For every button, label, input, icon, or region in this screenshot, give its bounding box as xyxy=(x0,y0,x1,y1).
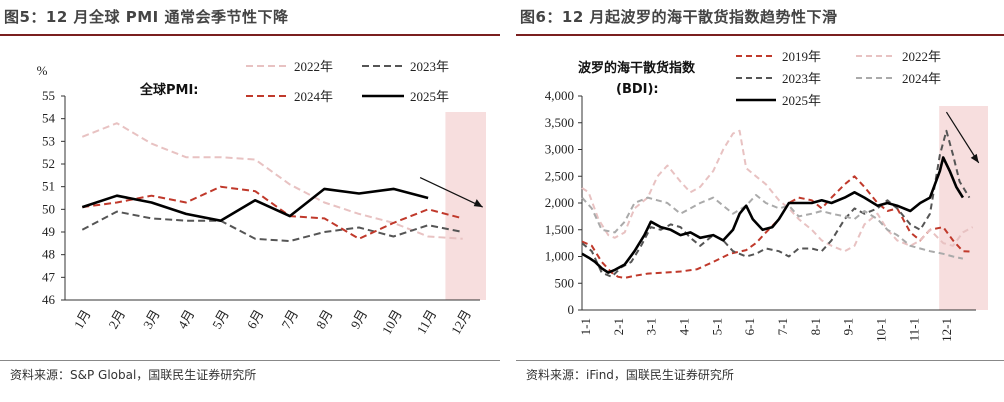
y-tick-label: 4,000 xyxy=(545,88,574,103)
series-line-2023年 xyxy=(81,210,463,243)
x-tick-label: 6-1 xyxy=(742,318,757,335)
y-tick-label: 53 xyxy=(42,133,55,148)
x-tick-label: 3月 xyxy=(140,307,163,331)
left-pmi-chart: 46 47 48 49 50 51 52 53 54 55% 1月 2月 3月 4月 5月 6月 7月 8月 9月 1… xyxy=(37,59,486,337)
x-tick-label: 4月 xyxy=(175,307,198,331)
trend-arrow-head xyxy=(970,153,979,163)
legend-label-2022年: 2022年 xyxy=(294,59,333,74)
y-tick-label: 500 xyxy=(555,275,575,290)
left-figure-panel: 图5：12 月全球 PMI 通常会季节性下降 46 47 48 49 50 51 52 53 5… xyxy=(0,0,500,402)
series-line-2022年 xyxy=(581,129,974,253)
right-figure-panel: 图6：12 月起波罗的海干散货指数趋势性下滑 0 500 1,000 1,500 2,0… xyxy=(516,0,1004,402)
right-bdi-chart: 0 500 1,000 1,500 2,000 2,500 3,000 3,500 4,000 1… xyxy=(545,49,988,342)
y-unit-label: % xyxy=(37,63,48,78)
right-source-note: 资料来源：iFind，国联民生证券研究所 xyxy=(526,368,734,382)
series-line-2022年 xyxy=(81,122,463,240)
x-tick-label: 8月 xyxy=(313,307,336,331)
legend-label-2025年: 2025年 xyxy=(410,89,449,104)
x-tick-label: 9月 xyxy=(347,307,370,331)
y-tick-label: 0 xyxy=(568,302,575,317)
x-tick-label: 11月 xyxy=(414,307,440,337)
left-title-rule xyxy=(0,34,500,36)
legend-label-2023年: 2023年 xyxy=(410,59,449,74)
series-line-2024年 xyxy=(581,194,964,260)
legend-label-2023年: 2023年 xyxy=(782,71,821,86)
y-tick-label: 47 xyxy=(42,269,56,284)
x-tick-label: 7月 xyxy=(278,307,301,331)
trend-arrow-head xyxy=(473,199,483,208)
legend-label-2025年: 2025年 xyxy=(782,93,821,108)
y-tick-label: 49 xyxy=(42,224,55,239)
x-tick-label: 6月 xyxy=(244,307,267,331)
series-line-2024年 xyxy=(82,185,463,240)
chart-annotation-title-line1: 波罗的海干散货指数 xyxy=(578,60,696,76)
y-tick-label: 3,000 xyxy=(545,142,574,157)
y-tick-label: 46 xyxy=(42,292,56,307)
left-source-note: 资料来源：S&P Global，国联民生证券研究所 xyxy=(10,368,257,382)
y-tick-label: 52 xyxy=(42,156,55,171)
x-tick-label: 10-1 xyxy=(874,318,889,342)
x-tick-label: 1-1 xyxy=(578,318,593,335)
series-line-2025年 xyxy=(581,156,965,274)
x-tick-label: 8-1 xyxy=(808,318,823,335)
right-figure-title: 图6：12 月起波罗的海干散货指数趋势性下滑 xyxy=(520,8,838,26)
y-tick-label: 51 xyxy=(42,179,55,194)
series-line-2025年 xyxy=(81,187,429,222)
y-tick-label: 2,000 xyxy=(545,195,574,210)
x-tick-label: 12月 xyxy=(448,307,474,337)
series-line-2019年 xyxy=(581,175,973,279)
y-tick-label: 3,500 xyxy=(545,115,574,130)
y-tick-label: 1,000 xyxy=(545,249,574,264)
left-source-rule xyxy=(0,360,500,361)
chart-annotation-title-line2: (BDI): xyxy=(616,82,659,97)
legend-label-2024年: 2024年 xyxy=(294,89,333,104)
x-tick-label: 2月 xyxy=(105,307,128,331)
x-tick-label: 10月 xyxy=(379,307,405,337)
x-tick-label: 1月 xyxy=(71,307,94,331)
y-tick-label: 2,500 xyxy=(545,168,574,183)
y-tick-label: 54 xyxy=(42,111,56,126)
y-tick-label: 48 xyxy=(42,247,55,262)
x-tick-label: 7-1 xyxy=(775,318,790,335)
y-tick-label: 50 xyxy=(42,201,55,216)
right-source-rule xyxy=(516,360,1004,361)
legend-label-2022年: 2022年 xyxy=(902,49,941,64)
highlight-band xyxy=(939,106,988,310)
chart-annotation-title: 全球PMI: xyxy=(139,82,199,98)
x-tick-label: 11-1 xyxy=(906,318,921,341)
left-figure-title: 图5：12 月全球 PMI 通常会季节性下降 xyxy=(4,8,289,26)
x-tick-label: 9-1 xyxy=(841,318,856,335)
x-tick-label: 12-1 xyxy=(939,318,954,342)
legend-label-2024年: 2024年 xyxy=(902,71,941,86)
right-title-rule xyxy=(516,34,1004,36)
x-tick-label: 2-1 xyxy=(611,318,626,335)
y-tick-label: 55 xyxy=(42,88,55,103)
x-tick-label: 5-1 xyxy=(709,318,724,335)
x-tick-label: 4-1 xyxy=(677,318,692,335)
y-tick-label: 1,500 xyxy=(545,222,574,237)
legend-label-2019年: 2019年 xyxy=(782,49,821,64)
trend-arrow-shaft xyxy=(945,111,980,164)
series-line-2023年 xyxy=(581,129,971,278)
x-tick-label: 5月 xyxy=(209,307,232,331)
trend-arrow-shaft xyxy=(419,177,483,208)
x-tick-label: 3-1 xyxy=(644,318,659,335)
